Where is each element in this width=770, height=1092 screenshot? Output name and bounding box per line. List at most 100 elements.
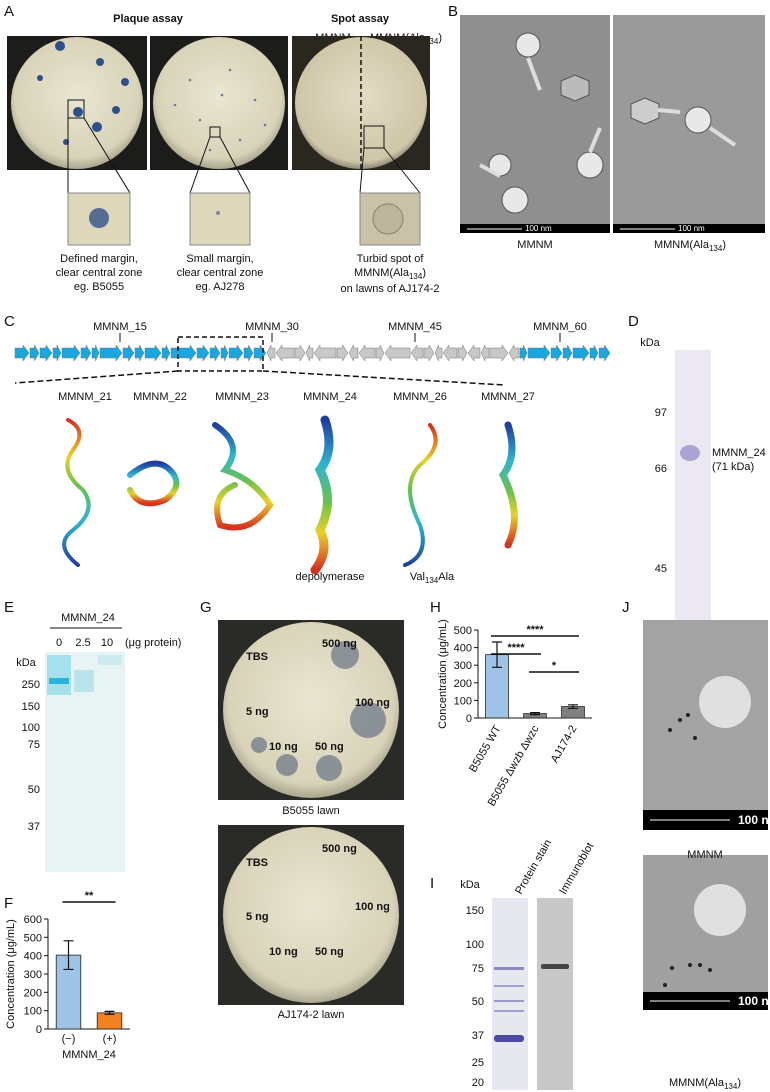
spot-label: TBS [246, 651, 268, 663]
marker-label: 75 [28, 739, 40, 751]
gene-arrow [266, 344, 276, 362]
marker-label: 150 [466, 905, 484, 917]
gene-arrow [196, 344, 210, 362]
panel-label: G [200, 599, 212, 616]
panel-label: E [4, 599, 14, 616]
tem-images [643, 620, 768, 1010]
spot-label: 10 ng [269, 741, 298, 753]
marker-label: 50 [28, 784, 40, 796]
marker-label: 50 [472, 996, 484, 1008]
gel-band [47, 655, 71, 695]
gene-arrow [294, 344, 306, 362]
caption: eg. AJ278 [196, 281, 245, 293]
gene-arrow [384, 344, 411, 362]
marker-label: 45 [655, 563, 667, 575]
error-bar [104, 1010, 115, 1015]
panel-title: Plaque assay [113, 13, 184, 25]
gel-bands [494, 964, 569, 1042]
scale-label: 100 nm [738, 994, 770, 1008]
gene-arrow [489, 344, 509, 362]
plate-photos [218, 620, 404, 1005]
protein-label: MMNM_24 [303, 391, 357, 403]
caption: B5055 lawn [282, 805, 340, 817]
gene-arrow [122, 344, 135, 362]
unit-label: kDa [640, 337, 660, 349]
protein-label: MMNM_21 [58, 391, 112, 403]
protein-label: MMNM_27 [481, 391, 535, 403]
gene-ticks [14, 333, 561, 386]
gel-band [49, 678, 69, 684]
sig-label: **** [507, 642, 525, 654]
caption: MMNM(Ala134) [669, 1077, 741, 1091]
caption: clear central zone [177, 267, 264, 279]
caption: AJ174-2 lawn [278, 1009, 345, 1021]
y-tick-label: 100 [24, 1006, 42, 1018]
x-axis-label: MMNM_24 [62, 1049, 116, 1061]
spot-label: 500 ng [322, 638, 357, 650]
y-tick-label: 200 [24, 987, 42, 999]
error-bar [63, 940, 74, 971]
caption: Defined margin, [60, 253, 138, 265]
marker-label: 37 [472, 1030, 484, 1042]
lane-label: 2.5 [75, 637, 90, 649]
scale-label: 100 nm [738, 813, 770, 827]
spot-label: 100 ng [355, 697, 390, 709]
gene-arrow [305, 344, 314, 362]
caption: eg. B5055 [74, 281, 124, 293]
x-tick-label: (+) [103, 1033, 117, 1045]
spot-label: 100 ng [355, 901, 390, 913]
protein-label: MMNM_26 [393, 391, 447, 403]
y-tick-label: 0 [466, 713, 472, 725]
gene-arrow [467, 344, 481, 362]
note: Val134Ala [410, 571, 455, 585]
y-tick-label: 600 [24, 914, 42, 926]
error-bar [568, 704, 578, 709]
protein-label: MMNM_24 [61, 612, 115, 624]
panel-label: C [4, 313, 15, 330]
marker-label: 25 [472, 1057, 484, 1069]
x-tick-label: B5055 WT [467, 723, 504, 774]
lane-label: 0 [56, 637, 62, 649]
y-tick-label: 100 [454, 695, 472, 707]
gene-arrow [161, 344, 171, 362]
marker-label: 100 [466, 939, 484, 951]
marker-label: 250 [22, 679, 40, 691]
sig-label: * [552, 660, 557, 672]
spot-label: 5 ng [246, 911, 269, 923]
gene-arrow [80, 344, 92, 362]
gel-band [680, 445, 700, 461]
gene-arrow [572, 344, 590, 362]
gel [537, 898, 573, 1090]
panel-label: A [4, 3, 14, 20]
panel-label: F [4, 895, 13, 912]
gene-arrow [527, 344, 551, 362]
y-axis-label: Concentration (μg/mL) [5, 919, 17, 1029]
spot-label: 50 ng [315, 946, 344, 958]
tem-images [460, 15, 765, 233]
protein-label: MMNM_23 [215, 391, 269, 403]
gene-label: MMNM_30 [245, 321, 299, 333]
band-label: MMNM_24 [712, 447, 766, 459]
gene-arrow [336, 344, 349, 362]
gene-arrow [91, 344, 100, 362]
gene-arrow [14, 344, 30, 362]
gene-arrow [598, 344, 611, 362]
marker-label: 100 [22, 722, 40, 734]
y-tick-label: 300 [454, 660, 472, 672]
spot-label: 50 ng [315, 741, 344, 753]
caption: MMNM(Ala134) [654, 239, 726, 253]
gene-arrow [375, 344, 385, 362]
gene-arrow [209, 344, 221, 362]
gene-arrow [562, 344, 573, 362]
y-tick-label: 400 [24, 951, 42, 963]
y-tick-label: 500 [24, 932, 42, 944]
x-tick-label: AJ174-2 [549, 724, 580, 765]
gene-arrow [519, 344, 528, 362]
gel [492, 898, 528, 1090]
captions: Defined margin, clear central zone eg. B… [56, 253, 440, 295]
caption: Turbid spot of [357, 253, 425, 265]
unit-label: kDa [460, 879, 480, 891]
panel-label: I [430, 875, 434, 892]
caption: MMNM(Ala134) [354, 267, 426, 281]
